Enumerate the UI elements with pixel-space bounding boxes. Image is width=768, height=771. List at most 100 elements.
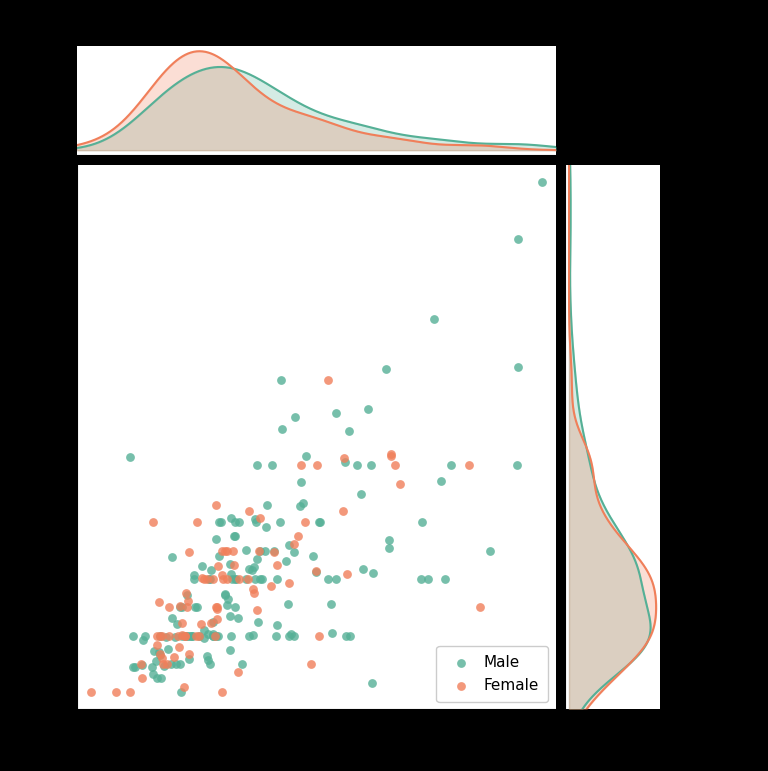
Male xyxy=(343,629,356,641)
Male xyxy=(259,544,271,557)
Female xyxy=(134,658,147,670)
Female xyxy=(110,686,122,699)
Male xyxy=(170,631,182,644)
Female xyxy=(156,629,168,641)
Female xyxy=(198,573,210,585)
Female xyxy=(337,505,349,517)
Female xyxy=(251,604,263,616)
Male xyxy=(240,573,252,585)
Male xyxy=(151,672,164,685)
Male xyxy=(268,544,280,557)
Female xyxy=(232,665,244,678)
Male xyxy=(439,573,451,585)
Male xyxy=(243,629,255,641)
Female xyxy=(340,567,353,580)
Male xyxy=(139,629,151,641)
Male xyxy=(339,456,351,468)
Male xyxy=(283,539,296,551)
Male xyxy=(290,411,302,423)
Male xyxy=(365,460,377,472)
Male xyxy=(127,662,140,674)
Male xyxy=(329,573,342,585)
Female xyxy=(211,612,223,625)
Male xyxy=(184,629,196,641)
Female xyxy=(154,629,166,641)
Female xyxy=(210,601,222,614)
Male xyxy=(240,544,252,556)
Male xyxy=(225,629,237,641)
Female xyxy=(389,460,401,472)
Female xyxy=(295,460,307,472)
Male xyxy=(233,516,245,528)
Female xyxy=(228,558,240,571)
Female xyxy=(174,641,186,653)
Male xyxy=(511,361,524,373)
Male xyxy=(224,644,237,656)
Male xyxy=(207,616,220,628)
Male xyxy=(204,658,217,670)
Male xyxy=(362,402,374,415)
Female xyxy=(191,516,204,528)
Male xyxy=(287,546,300,558)
Female xyxy=(201,573,214,585)
Male xyxy=(275,374,287,386)
Male xyxy=(174,658,186,670)
Female xyxy=(151,639,164,651)
Male xyxy=(512,233,525,245)
Male xyxy=(176,629,188,641)
Male xyxy=(157,659,170,672)
Male xyxy=(383,541,396,554)
Male xyxy=(181,588,194,601)
Female xyxy=(463,460,475,472)
Male xyxy=(249,573,261,585)
Female xyxy=(154,648,166,661)
Female xyxy=(247,587,260,599)
Male xyxy=(270,629,282,641)
Female xyxy=(179,629,191,641)
Male xyxy=(202,628,214,641)
Female xyxy=(243,505,255,517)
Male xyxy=(366,676,378,689)
Male xyxy=(322,573,334,585)
Male xyxy=(313,516,325,528)
Male xyxy=(252,616,264,628)
Legend: Male, Female: Male, Female xyxy=(436,645,548,702)
Female xyxy=(253,511,266,524)
Male xyxy=(415,573,427,585)
Female xyxy=(209,629,221,641)
Female xyxy=(292,530,304,543)
Male xyxy=(190,601,203,614)
Female xyxy=(211,603,223,615)
Male xyxy=(170,658,182,670)
Male xyxy=(280,555,292,567)
Male xyxy=(136,659,148,672)
Male xyxy=(428,313,440,325)
Female xyxy=(313,629,325,641)
Male xyxy=(324,598,336,610)
Male xyxy=(276,423,289,435)
Female xyxy=(190,629,202,641)
Male xyxy=(204,573,217,585)
Male xyxy=(187,569,200,581)
Male xyxy=(201,654,214,666)
Male xyxy=(246,564,258,577)
Female xyxy=(233,573,246,585)
Female xyxy=(270,558,283,571)
Female xyxy=(84,686,97,699)
Female xyxy=(177,616,189,628)
Male xyxy=(261,499,273,511)
Male xyxy=(165,550,177,563)
Male xyxy=(154,648,166,661)
Female xyxy=(217,685,229,698)
Male xyxy=(223,557,236,570)
Male xyxy=(250,516,262,528)
Male xyxy=(155,672,167,685)
Female xyxy=(253,544,266,557)
Male xyxy=(282,598,294,611)
Male xyxy=(193,629,205,641)
Female xyxy=(195,618,207,631)
Male xyxy=(189,601,201,614)
Female xyxy=(207,573,219,585)
Female xyxy=(177,681,190,693)
Female xyxy=(265,580,277,592)
